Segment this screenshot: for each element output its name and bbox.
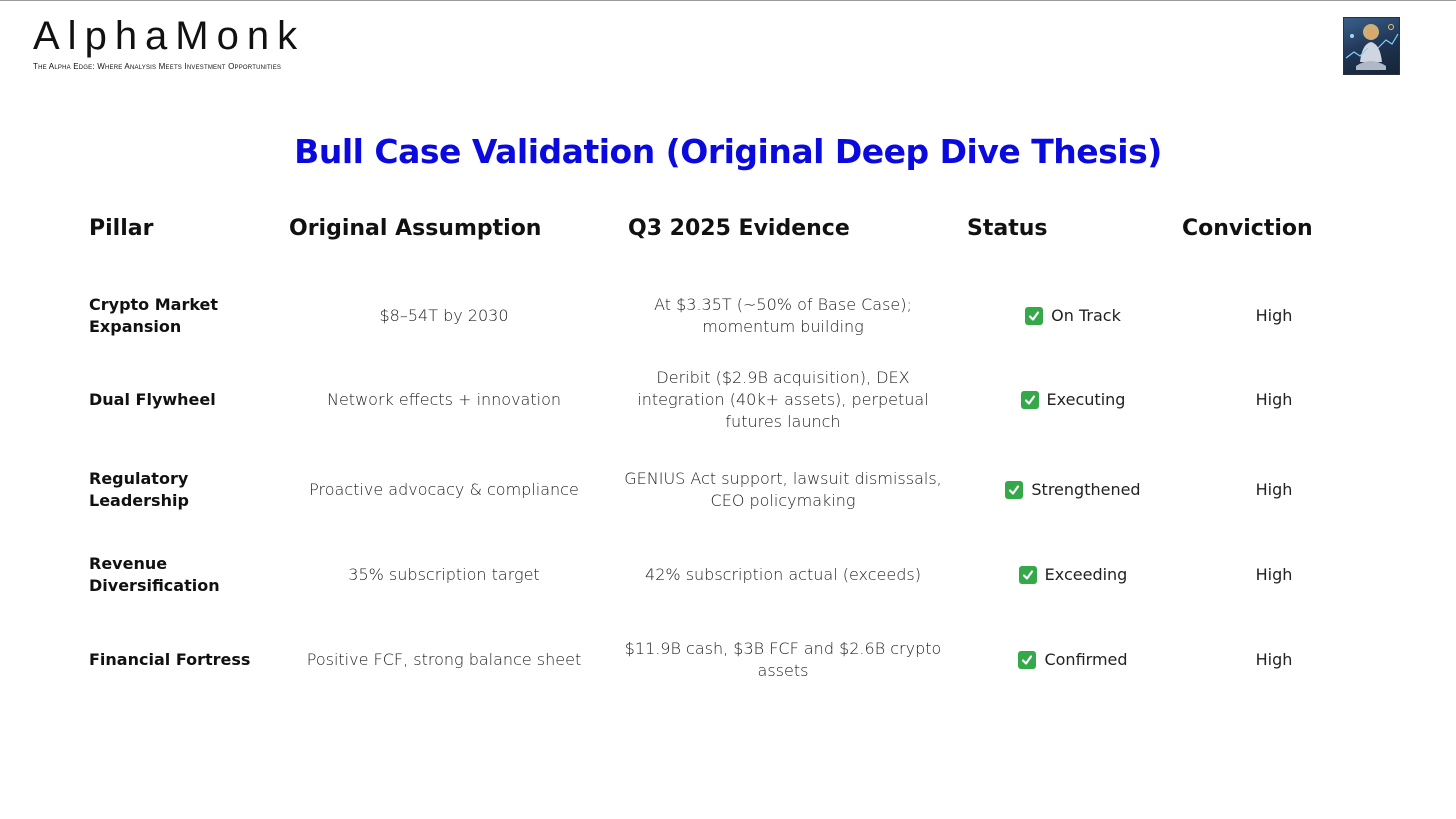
assumption-cell: 35% subscription target [348,565,540,584]
evidence-cell: 42% subscription actual (exceeds) [645,565,921,584]
status-label: Exceeding [1044,565,1128,584]
pillar-cell: Financial Fortress [89,650,251,669]
brand-name: AlphaMonk [33,14,306,58]
status-cell: Exceeding [969,535,1177,615]
evidence-cell: GENIUS Act support, lawsuit dismissals, … [624,469,942,510]
status-label: Executing [1046,390,1126,409]
conviction-cell: High [1255,650,1293,669]
assumption-cell: Proactive advocacy & compliance [309,480,579,499]
status-cell: Confirmed [969,620,1177,700]
conviction-cell: High [1255,565,1293,584]
status-cell: On Track [969,276,1177,356]
evidence-cell: $11.9B cash, $3B FCF and $2.6B crypto as… [624,639,942,680]
table-row: Crypto Market Expansion $8–54T by 2030 A… [89,276,1379,356]
header-conviction: Conviction [1182,216,1313,241]
assumption-cell: $8–54T by 2030 [379,306,509,325]
check-mark-icon [1020,391,1039,409]
assumption-cell: Positive FCF, strong balance sheet [306,650,582,669]
conviction-cell: High [1255,306,1293,325]
status-cell: Executing [969,360,1177,440]
brand-tagline: The Alpha Edge: Where Analysis Meets Inv… [33,62,282,71]
top-divider [0,0,1456,1]
check-mark-icon [1005,481,1024,499]
check-mark-icon [1025,307,1044,325]
table-row: Regulatory Leadership Proactive advocacy… [89,450,1379,530]
header-pillar: Pillar [89,216,154,241]
monk-logo-icon [1343,17,1400,75]
pillar-cell: Dual Flywheel [89,390,216,409]
header-q3-evidence: Q3 2025 Evidence [628,216,850,241]
status-label: Confirmed [1044,650,1128,669]
brand-header: AlphaMonk The Alpha Edge: Where Analysis… [33,14,305,71]
header-original-assumption: Original Assumption [289,216,542,241]
header-status: Status [967,216,1048,241]
evidence-cell: Deribit ($2.9B acquisition), DEX integra… [637,368,929,431]
status-label: Strengthened [1031,480,1141,499]
assumption-cell: Network effects + innovation [326,390,562,409]
page-title: Bull Case Validation (Original Deep Dive… [294,132,1162,171]
pillar-cell: Revenue Diversification [89,554,220,595]
table-row: Financial Fortress Positive FCF, strong … [89,620,1379,700]
pillar-cell: Regulatory Leadership [89,469,189,510]
status-cell: Strengthened [969,450,1177,530]
check-mark-icon [1018,566,1037,584]
evidence-cell: At $3.35T (~50% of Base Case); momentum … [654,295,912,336]
conviction-cell: High [1255,390,1293,409]
table-row: Dual Flywheel Network effects + innovati… [89,360,1379,440]
status-label: On Track [1051,306,1121,325]
check-mark-icon [1018,651,1037,669]
table-row: Revenue Diversification 35% subscription… [89,535,1379,615]
pillar-cell: Crypto Market Expansion [89,295,219,336]
conviction-cell: High [1255,480,1293,499]
